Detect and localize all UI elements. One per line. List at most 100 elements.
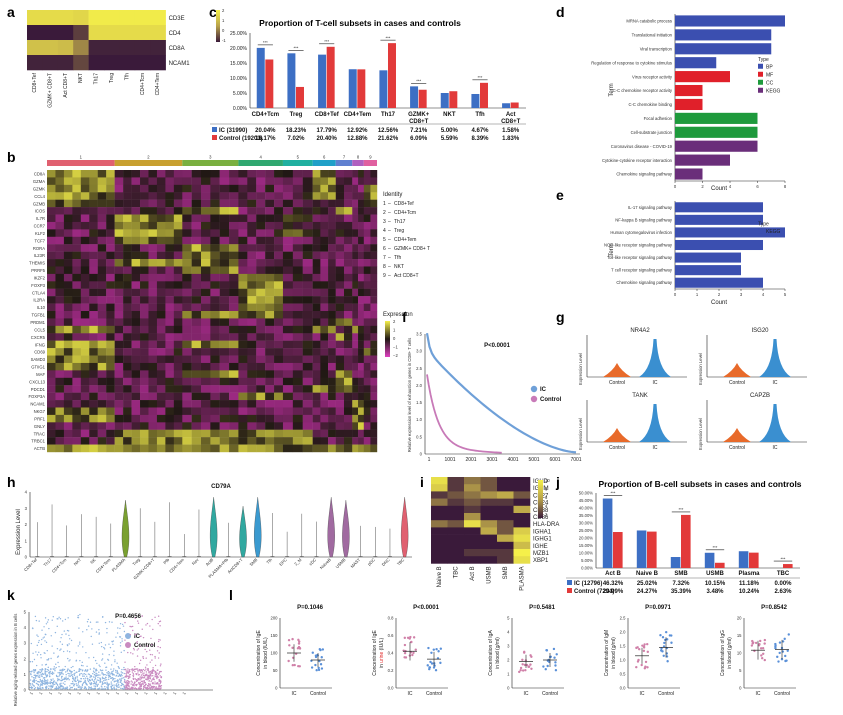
chart-k-point: [76, 677, 78, 679]
chart-k-point: [70, 671, 72, 673]
heatmap-b-cell: [265, 392, 275, 401]
heatmap-b-cell: [229, 199, 239, 208]
chart-c-category: Tfh: [475, 112, 485, 118]
heatmap-b-cell: [165, 177, 175, 186]
heatmap-b-cell: [219, 311, 230, 319]
chart-k-point: [150, 686, 153, 689]
expression-title: Expression: [383, 312, 413, 318]
chart-h-violin: [327, 497, 335, 558]
chart-h-cell-label: DNC: [381, 557, 391, 567]
heatmap-b-cell: [114, 400, 124, 408]
chart-k-point: [60, 682, 62, 684]
chart-h-cell-label: SMB: [248, 557, 258, 567]
heatmap-b-cell: [352, 207, 359, 215]
heatmap-b-cell: [63, 377, 73, 386]
heatmap-b-cell: [156, 444, 166, 453]
hbar-term: Regulation of response to cytokine stimu…: [591, 60, 672, 65]
chart-k-point: [84, 687, 86, 689]
heatmap-b-cell: [292, 340, 303, 349]
chart-k-point: [34, 615, 37, 618]
cluster-number: 9: [369, 155, 372, 160]
heatmap-b-cell: [328, 273, 336, 282]
heatmap-b-cell: [80, 429, 90, 438]
heatmap-b-cell: [182, 362, 192, 371]
chart-j-category: SMB: [674, 571, 688, 577]
heatmap-b-cell: [106, 318, 115, 327]
chart-c-bar: [326, 46, 335, 108]
chart-k-point: [154, 655, 156, 658]
chart-k-point: [119, 681, 121, 684]
chart-h-ytick: 4: [25, 490, 28, 495]
chart-l-ytick: 150: [271, 633, 279, 638]
heatmap-b-cell: [229, 221, 239, 230]
chart-k-point: [39, 672, 41, 674]
heatmap-b-cell: [282, 348, 294, 356]
chart-k-point: [78, 674, 81, 676]
chart-l-point: [546, 664, 549, 668]
heatmap-b-cell: [274, 207, 284, 215]
heatmap-b-cell: [335, 281, 345, 289]
identity-name: Tfh: [394, 255, 401, 261]
chart-k-point: [70, 683, 72, 685]
chart-l-point: [320, 656, 323, 659]
chart-k-point: [101, 682, 104, 684]
heatmap-b-cell: [55, 296, 65, 304]
chart-l-point: [644, 660, 648, 664]
panel-a-cell: [150, 55, 166, 71]
heatmap-b-cell: [238, 325, 248, 334]
chart-k-point: [152, 686, 155, 689]
hbar-bar: [675, 252, 741, 263]
chart-h-cell-label: pDC: [367, 557, 376, 566]
chart-k-point: [143, 677, 146, 679]
heatmap-b-cell: [344, 192, 353, 200]
chart-k-point: [37, 671, 40, 674]
heatmap-b-cell: [370, 414, 378, 423]
heatmap-b-cell: [123, 177, 132, 186]
chart-k-point: [137, 670, 140, 672]
chart-l-ytick: 0.8: [388, 616, 394, 621]
heatmap-b-cell: [219, 199, 230, 208]
chart-k-point: [78, 685, 80, 687]
heatmap-b-cell: [47, 229, 56, 237]
chart-l-point: [763, 642, 766, 645]
panel-label-b: b: [7, 149, 16, 165]
chart-k-point: [83, 675, 85, 677]
chart-l-point: [670, 641, 673, 644]
heatmap-b-cell: [274, 251, 284, 260]
heatmap-b-cell: [156, 340, 166, 349]
violin-ylabel: Expression Level: [698, 418, 703, 450]
chart-f-curve-control: [426, 374, 502, 454]
heatmap-b-cell: [219, 318, 230, 327]
heatmap-b-cell: [282, 236, 294, 245]
chart-l-ytick: 2.0: [620, 630, 626, 635]
chart-k-point: [62, 687, 65, 689]
heatmap-b-cell: [320, 444, 329, 453]
chart-c-value-label: 12.88%: [347, 136, 368, 142]
heatmap-b-cell: [165, 207, 175, 215]
chart-k-point: [45, 641, 48, 644]
heatmap-b-cell: [229, 407, 239, 416]
heatmap-b-cell: [156, 429, 166, 438]
heatmap-b-cell: [156, 221, 166, 230]
heatmap-b-cell: [247, 192, 257, 200]
heatmap-b-cell: [173, 192, 183, 200]
chart-l-point: [787, 633, 790, 636]
chart-k-point: [120, 682, 123, 685]
chart-k-point: [41, 681, 43, 684]
chart-l-ytick: 0.6: [388, 633, 394, 638]
chart-k-point: [70, 639, 73, 642]
chart-j-category: Plasma: [738, 571, 760, 577]
heatmap-b-cell: [320, 362, 329, 371]
chart-k-point: [75, 680, 77, 683]
heatmap-b-cell: [123, 259, 132, 267]
heatmap-b-cell: [123, 281, 132, 289]
heatmap-b-cell: [352, 437, 359, 445]
heatmap-b-cell: [282, 400, 294, 408]
heatmap-b-cell: [80, 437, 90, 445]
heatmap-b-cell: [265, 251, 275, 260]
heatmap-b-cell: [63, 362, 73, 371]
heatmap-b-cell: [335, 177, 345, 186]
heatmap-b-cell: [55, 214, 65, 223]
heatmap-b-cell: [302, 236, 313, 245]
heatmap-b-cell: [312, 355, 321, 364]
